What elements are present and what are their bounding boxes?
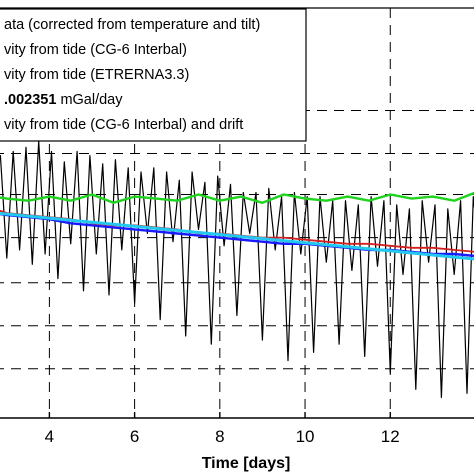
plot-axes: [0, 7, 474, 419]
legend-entry: .002351 mGal/day: [4, 92, 123, 108]
legend-entry: vity from tide (CG-6 Interbal) and drift: [4, 117, 243, 133]
legend-box: [0, 8, 307, 142]
series-line-1: [0, 140, 474, 399]
plot-series: [0, 140, 474, 399]
legend-entry: vity from tide (CG-6 Interbal): [4, 42, 187, 58]
legend-entry-rest: mGal/day: [56, 92, 123, 108]
legend-entry: vity from tide (ETRERNA3.3): [4, 67, 189, 83]
x-tick-label: 8: [215, 427, 224, 446]
x-tick-label: 4: [45, 427, 54, 446]
series-line-5: [0, 211, 474, 261]
legend: ata (corrected from temperature and tilt…: [0, 8, 307, 142]
x-tick-label: 12: [381, 427, 400, 446]
legend-entry-bold: .002351: [4, 92, 56, 108]
legend-entry: ata (corrected from temperature and tilt…: [4, 17, 260, 33]
x-ticks: 4 6 8 10 12: [45, 412, 400, 446]
series-line-4: [0, 191, 474, 205]
x-tick-label: 6: [130, 427, 139, 446]
x-axis-title: Time [days]: [202, 455, 291, 472]
x-tick-label: 10: [296, 427, 315, 446]
